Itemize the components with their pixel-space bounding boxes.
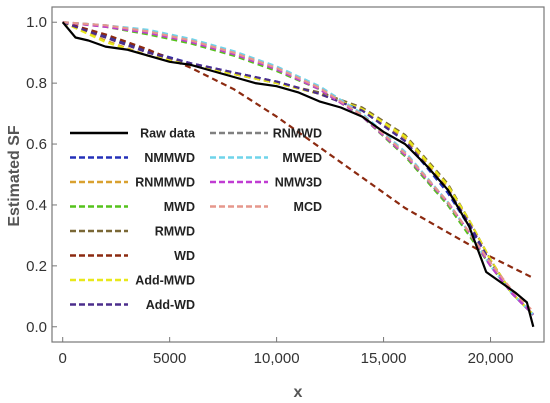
legend-label-mwed: MWED [282,151,322,165]
plot-frame [51,6,545,343]
series-line-wd [62,21,534,279]
x-tick-label: 20,000 [468,350,514,367]
legend-label-wd: WD [174,249,195,263]
legend: Raw data NMMWD RNMMWD MWD RMWD WD Add-MWD Add-W… [70,127,322,312]
series-layer [61,21,535,328]
ticks-layer: 0 5000 10,000 15,000 20,000 0.0 0.2 0.4 0.6 0.8 1.… [26,14,513,367]
x-tick-label: 15,000 [361,350,407,367]
series-line-mcd [62,21,535,313]
legend-label-nmmwd: NMMWD [144,151,195,165]
legend-label-rnmmwd: RNMMWD [135,176,195,190]
series-line-nmw3d [62,21,535,316]
y-tick-label: 0.6 [26,136,47,153]
x-tick-label: 0 [59,350,67,367]
y-axis-title: Estimated SF [6,125,23,227]
y-tick-label: 1.0 [26,14,47,31]
legend-label-add-wd: Add-WD [146,298,195,312]
legend-label-add-mwd: Add-MWD [135,274,195,288]
legend-label-mcd: MCD [294,200,322,214]
x-tick-label: 5000 [153,350,186,367]
y-tick-label: 0.2 [26,258,47,275]
legend-label-nmw3d: NMW3D [275,176,322,190]
y-tick-label: 0.4 [26,197,47,214]
legend-label-mwd: MWD [164,200,195,214]
y-tick-label: 0.0 [26,319,47,336]
legend-label-rnmwd: RNMWD [273,127,322,141]
legend-label-rmwd: RMWD [155,225,195,239]
x-tick-label: 10,000 [254,350,300,367]
y-tick-label: 0.8 [26,75,47,92]
series-line-mwed [62,21,535,316]
legend-label-raw-data: Raw data [140,127,196,141]
series-line-raw-data [61,21,535,328]
x-axis-title: x [294,384,303,401]
